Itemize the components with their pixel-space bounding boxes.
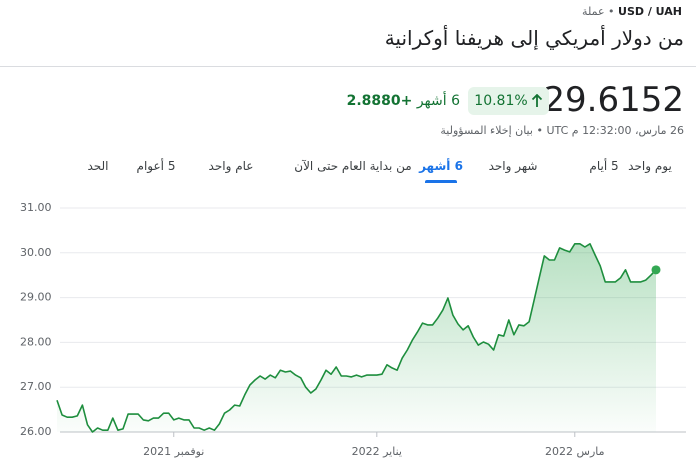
breadcrumb: USD / UAH • عملة [582, 5, 682, 18]
divider [0, 66, 696, 67]
range-tab[interactable]: 6 أشهر [419, 159, 463, 173]
y-tick-label: 27.00 [20, 380, 52, 393]
separator: • [536, 124, 543, 137]
range-tab[interactable]: 5 أعوام [136, 159, 176, 173]
x-tick-label: مارس 2022 [545, 445, 605, 458]
y-tick-label: 26.00 [20, 425, 52, 438]
y-tick-label: 29.00 [20, 291, 52, 304]
timestamp: 26 مارس، 12:32:00 م UTC [546, 124, 684, 137]
timestamp-line: 26 مارس، 12:32:00 م UTC • بيان إخلاء الم… [440, 124, 684, 137]
range-tab[interactable]: عام واحد [208, 159, 254, 173]
pair: USD / UAH [618, 5, 682, 18]
x-tick-label: يناير 2022 [352, 445, 402, 458]
range-tab[interactable]: 5 أيام [589, 159, 619, 173]
category[interactable]: عملة [582, 5, 605, 18]
change-amount: +2.8880 [346, 93, 413, 109]
line [56, 243, 657, 433]
period: 6 أشهر [416, 93, 460, 109]
area [57, 243, 656, 432]
end-dot [651, 265, 661, 275]
disclaimer[interactable]: بيان إخلاء المسؤولية [440, 124, 533, 137]
y-tick-label: 30.00 [20, 246, 52, 259]
percent-badge: 10.81% [468, 87, 549, 115]
tab-underline [425, 180, 457, 183]
title: من دولار أمريكي إلى هريفنا أوكرانية [384, 26, 684, 50]
x-tick-label: نوفمبر 2021 [143, 445, 204, 458]
range-tab[interactable]: يوم واحد [628, 159, 672, 173]
percent-change: 10.81% [474, 93, 528, 109]
change: 6 أشهر +2.8880 [347, 93, 460, 109]
range-tab[interactable]: من بداية العام حتى الآن [294, 159, 412, 173]
y-tick-label: 28.00 [20, 335, 52, 348]
price: 29.6152 [543, 80, 684, 120]
y-tick-label: 31.00 [20, 201, 52, 214]
range-tab[interactable]: شهر واحد [488, 159, 538, 173]
separator: • [608, 5, 615, 18]
range-tab[interactable]: الحد [87, 159, 109, 173]
up-arrow [531, 94, 542, 107]
